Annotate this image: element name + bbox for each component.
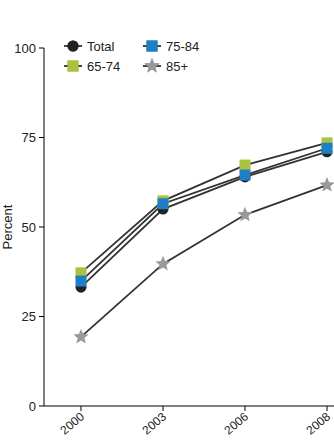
point <box>73 329 88 343</box>
legend-marker <box>144 58 159 72</box>
point <box>319 177 334 191</box>
point <box>240 160 251 171</box>
y-tick <box>39 227 44 228</box>
legend-marker <box>68 41 79 52</box>
point <box>76 276 87 287</box>
point <box>158 198 169 209</box>
y-tick-label: 25 <box>22 309 36 324</box>
x-tick-label: 2003 <box>139 409 169 437</box>
x-tick <box>81 406 82 411</box>
x-tick-label: 2008 <box>303 409 333 437</box>
x-tick-label: 2000 <box>57 409 87 437</box>
x-tick <box>327 406 328 411</box>
y-tick-label: 0 <box>29 399 36 414</box>
series-line <box>81 185 327 337</box>
point <box>240 170 251 181</box>
y-tick <box>39 137 44 138</box>
x-axis <box>44 406 334 407</box>
legend-label: 75-84 <box>166 39 199 54</box>
y-axis-label: Percent <box>0 204 15 249</box>
legend-label: 65-74 <box>87 59 120 74</box>
x-tick-label: 2006 <box>221 409 251 437</box>
point <box>322 143 333 154</box>
y-tick-label: 50 <box>22 220 36 235</box>
series-line <box>81 152 327 287</box>
y-tick <box>39 48 44 49</box>
y-tick <box>39 406 44 407</box>
legend-marker <box>147 41 158 52</box>
y-tick-label: 75 <box>22 130 36 145</box>
legend-marker <box>68 61 79 72</box>
legend-marker <box>144 58 159 72</box>
series-line <box>81 143 327 273</box>
series-line <box>81 148 327 281</box>
legend-marker <box>68 41 79 52</box>
legend-label: Total <box>87 39 115 54</box>
legend-label: 85+ <box>166 59 188 74</box>
y-tick-label: 100 <box>14 41 36 56</box>
plot-area <box>73 137 334 343</box>
chart: 0 25 50 75 100 Percent 2000 2003 2006 2008 Total 65… <box>0 0 334 440</box>
point <box>155 256 170 270</box>
legend-marker <box>147 41 158 52</box>
point <box>237 207 252 221</box>
x-tick <box>163 406 164 411</box>
x-tick <box>245 406 246 411</box>
y-tick <box>39 316 44 317</box>
legend-marker <box>68 61 79 72</box>
